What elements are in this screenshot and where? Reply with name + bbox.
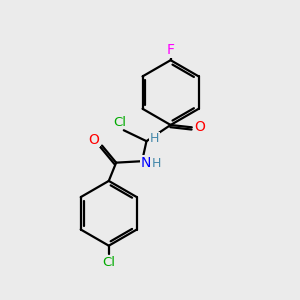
Text: H: H (152, 157, 161, 170)
Text: Cl: Cl (102, 256, 115, 269)
Text: Cl: Cl (113, 116, 127, 129)
Text: F: F (167, 43, 175, 57)
Text: O: O (88, 133, 99, 147)
Text: N: N (141, 156, 151, 170)
Text: O: O (195, 120, 206, 134)
Text: H: H (150, 132, 159, 145)
